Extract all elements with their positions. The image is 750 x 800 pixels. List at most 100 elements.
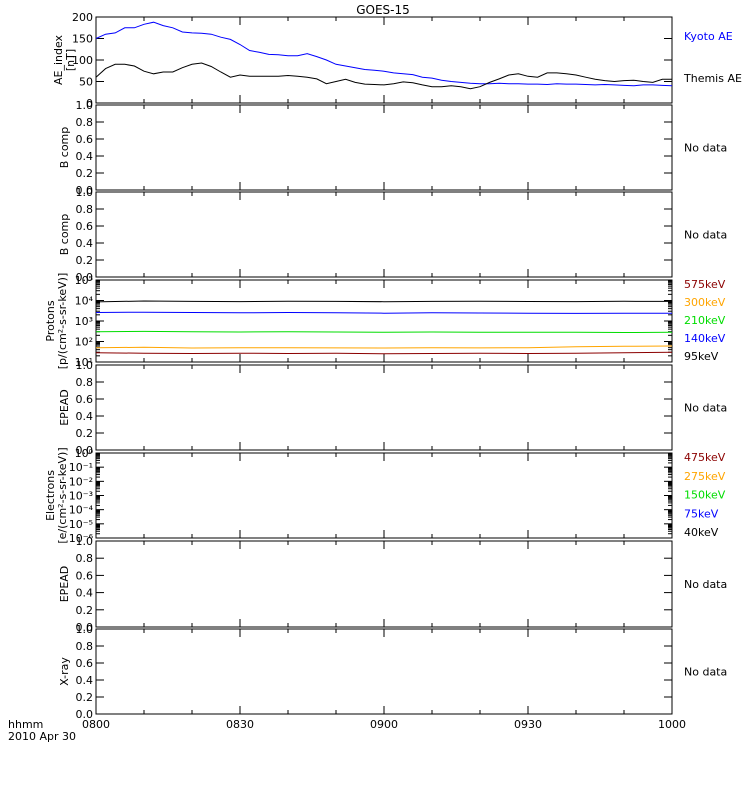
y-tick-label: 0.0 xyxy=(76,444,94,457)
y-tick-label: 0.8 xyxy=(76,116,94,129)
y-tick-label: 0.0 xyxy=(76,621,94,634)
legend-entry: 140keV xyxy=(684,332,726,345)
y-tick-label: 10⁰ xyxy=(75,447,94,460)
no-data-note: No data xyxy=(684,666,727,679)
legend-entry: 300keV xyxy=(684,296,726,309)
y-axis-label-line: B comp xyxy=(58,214,71,256)
panel-1: 0 50 100 150 200 AE_index [nT] Kyoto AE Themis A… xyxy=(52,11,742,110)
y-axis-label-line: [nT] xyxy=(64,49,77,71)
y-tick-label: 0.2 xyxy=(76,254,94,267)
y-tick-label: 0.6 xyxy=(76,393,94,406)
x-tick-label: 0900 xyxy=(370,718,398,731)
y-tick-label: 10⁵ xyxy=(75,274,93,287)
y-tick-label: 1.0 xyxy=(76,99,94,112)
y-axis-label: EPEAD xyxy=(58,566,71,603)
y-tick-label: 10⁻¹ xyxy=(69,461,93,474)
y-tick-label: 10⁻⁵ xyxy=(69,518,93,531)
no-data-note: No data xyxy=(684,402,727,415)
y-axis-label: Electrons [e/(cm²-s-sr-keV)] xyxy=(44,447,69,543)
y-tick-label: 10³ xyxy=(75,315,93,328)
series-line-kyoto-ae xyxy=(95,21,673,87)
chart-title: GOES-15 xyxy=(356,3,410,17)
legend-entry: 475keV xyxy=(684,451,726,464)
y-tick-label: 0.6 xyxy=(76,569,94,582)
y-tick-label: 0.0 xyxy=(76,184,94,197)
panel-8: 0.0 0.2 0.4 0.6 0.8 1.0 X-ray No data 0800 0830 09… xyxy=(58,623,727,731)
y-tick-label: 10² xyxy=(75,336,93,349)
legend-entry: 210keV xyxy=(684,314,726,327)
y-tick-label: 50 xyxy=(79,76,93,89)
legend-entry: Kyoto AE xyxy=(684,30,733,43)
y-tick-label: 100 xyxy=(72,54,93,67)
y-axis-label: Protons [p/(cm²-s-sr-keV)] xyxy=(44,273,69,370)
y-axis-label-line: [p/(cm²-s-sr-keV)] xyxy=(56,273,69,370)
series-line-300kev xyxy=(95,345,673,349)
legend-entry: 150keV xyxy=(684,489,726,502)
y-tick-label: 10⁻⁶ xyxy=(69,532,94,545)
y-axis-label: AE_index [nT] xyxy=(52,34,77,85)
panel-5: 0.0 0.2 0.4 0.6 0.8 1.0 EPEAD No data xyxy=(58,359,727,457)
y-tick-label: 1.0 xyxy=(76,186,94,199)
y-tick-label: 1.0 xyxy=(76,359,94,372)
x-tick-label: 1000 xyxy=(658,718,686,731)
y-tick-label: 0.8 xyxy=(76,552,94,565)
series-line-95kev xyxy=(95,300,673,303)
y-axis-label-line: X-ray xyxy=(58,657,71,686)
no-data-note: No data xyxy=(684,229,727,242)
x-tick-label: 0800 xyxy=(82,718,110,731)
y-tick-label: 0.6 xyxy=(76,220,94,233)
y-tick-label: 0.2 xyxy=(76,604,94,617)
no-data-note: No data xyxy=(684,142,727,155)
y-axis-label-line: AE_index xyxy=(52,34,65,85)
series-line-210kev xyxy=(95,330,673,334)
y-tick-label: 0.2 xyxy=(76,691,94,704)
legend-entry: Themis AE xyxy=(683,72,742,85)
y-tick-label: 0.6 xyxy=(76,657,94,670)
y-axis-label: B comp xyxy=(58,127,71,169)
y-tick-label: 0.4 xyxy=(76,587,94,600)
y-tick-label: 0.8 xyxy=(76,376,94,389)
y-tick-label: 0.0 xyxy=(76,271,94,284)
no-data-note: No data xyxy=(684,578,727,591)
x-axis-date-label: 2010 Apr 30 xyxy=(8,730,76,743)
panel-4: 10¹ 10² 10³ 10⁴ 10⁵ Protons [p/(cm²-s-sr-keV)]… xyxy=(44,273,726,370)
series-line-themis-ae xyxy=(95,62,672,90)
y-axis-label-line: EPEAD xyxy=(58,566,71,603)
x-tick-label: 0830 xyxy=(226,718,254,731)
legend-entry: 575keV xyxy=(684,278,726,291)
x-axis-units-label: hhmm xyxy=(8,718,43,731)
legend-entry: 95keV xyxy=(684,350,719,363)
panel-7: 0.0 0.2 0.4 0.6 0.8 1.0 EPEAD No data xyxy=(58,535,727,634)
y-tick-label: 150 xyxy=(72,33,93,46)
y-tick-label: 200 xyxy=(72,11,93,24)
y-tick-label: 0.2 xyxy=(76,427,94,440)
series-line-575kev xyxy=(95,351,673,355)
panel-3: 0.0 0.2 0.4 0.6 0.8 1.0 B comp No data xyxy=(58,186,727,284)
y-tick-label: 0.2 xyxy=(76,167,94,180)
y-tick-label: 10⁴ xyxy=(75,295,94,308)
y-tick-label: 0.4 xyxy=(76,674,94,687)
y-axis-label-line: [e/(cm²-s-sr-keV)] xyxy=(56,447,69,543)
y-tick-label: 1.0 xyxy=(76,535,94,548)
y-tick-label: 0.8 xyxy=(76,203,94,216)
y-tick-label: 0.0 xyxy=(76,708,94,721)
y-tick-label: 10⁻² xyxy=(69,475,93,488)
y-tick-label: 0.8 xyxy=(76,640,94,653)
y-tick-label: 0 xyxy=(86,97,93,110)
y-axis-label: B comp xyxy=(58,214,71,256)
legend-entry: 275keV xyxy=(684,470,726,483)
legend-entry: 75keV xyxy=(684,507,719,520)
y-tick-label: 0.4 xyxy=(76,237,94,250)
legend-entry: 40keV xyxy=(684,526,719,539)
x-tick-label: 0930 xyxy=(514,718,542,731)
y-axis-label-line: Protons xyxy=(44,300,57,341)
y-axis-label-line: EPEAD xyxy=(58,389,71,426)
y-tick-label: 0.6 xyxy=(76,133,94,146)
y-axis-label-line: Electrons xyxy=(44,470,57,521)
panel-2: 0.0 0.2 0.4 0.6 0.8 1.0 B comp No data xyxy=(58,99,727,197)
y-tick-label: 0.4 xyxy=(76,150,94,163)
series-line-140kev xyxy=(95,311,672,314)
y-tick-label: 0.4 xyxy=(76,410,94,423)
